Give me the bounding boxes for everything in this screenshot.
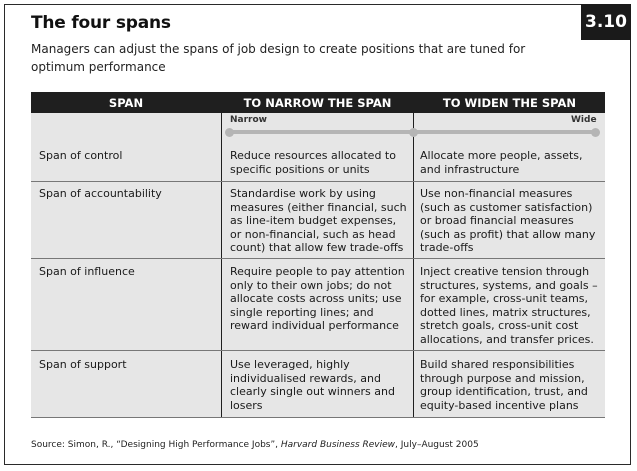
scale-narrow-label: Narrow (230, 115, 267, 125)
row-widen-control: Allocate more people, assets, and infras… (420, 149, 583, 176)
row-widen-influence: Inject creative tension through structur… (420, 265, 598, 346)
row-separator (31, 350, 605, 351)
source-citation: Source: Simon, R., “Designing High Perfo… (31, 440, 479, 450)
spans-table: SPAN TO NARROW THE SPAN TO WIDEN THE SPA… (31, 92, 605, 418)
widen-column-bg (414, 113, 605, 418)
column-divider (221, 92, 222, 418)
row-narrow-support: Use leveraged, highly individualised rew… (230, 358, 395, 412)
row-widen-support: Build shared responsibilities through pu… (420, 358, 588, 412)
row-span-influence: Span of influence (39, 265, 135, 278)
row-narrow-accountability: Standardise work by using measures (eith… (230, 187, 407, 254)
span-column-bg (31, 113, 221, 418)
source-prefix: Source: Simon, R., “Designing High Perfo… (31, 440, 281, 450)
row-span-accountability: Span of accountability (39, 187, 162, 200)
scale-middle-dot (409, 128, 418, 137)
row-separator (31, 417, 605, 418)
header-widen: TO WIDEN THE SPAN (414, 92, 605, 113)
header-span: SPAN (31, 92, 221, 113)
figure-subtitle: Managers can adjust the spans of job des… (31, 42, 526, 74)
row-narrow-control: Reduce resources allocated to specific p… (230, 149, 396, 176)
scale-left-dot (225, 128, 234, 137)
row-narrow-influence: Require people to pay attention only to … (230, 265, 405, 332)
figure-frame (4, 4, 631, 465)
figure-title: The four spans (31, 13, 171, 33)
row-span-support: Span of support (39, 358, 127, 371)
row-span-control: Span of control (39, 149, 123, 162)
column-divider (413, 92, 414, 418)
row-widen-accountability: Use non-financial measures (such as cust… (420, 187, 596, 254)
header-narrow: TO NARROW THE SPAN (222, 92, 413, 113)
source-journal: Harvard Business Review (280, 440, 396, 450)
scale-wide-label: Wide (571, 115, 597, 125)
row-separator (31, 258, 605, 259)
figure-number-badge: 3.10 (581, 4, 631, 40)
row-separator (31, 181, 605, 182)
scale-right-dot (591, 128, 600, 137)
source-suffix: , July–August 2005 (395, 440, 479, 450)
narrow-column-bg (222, 113, 413, 418)
